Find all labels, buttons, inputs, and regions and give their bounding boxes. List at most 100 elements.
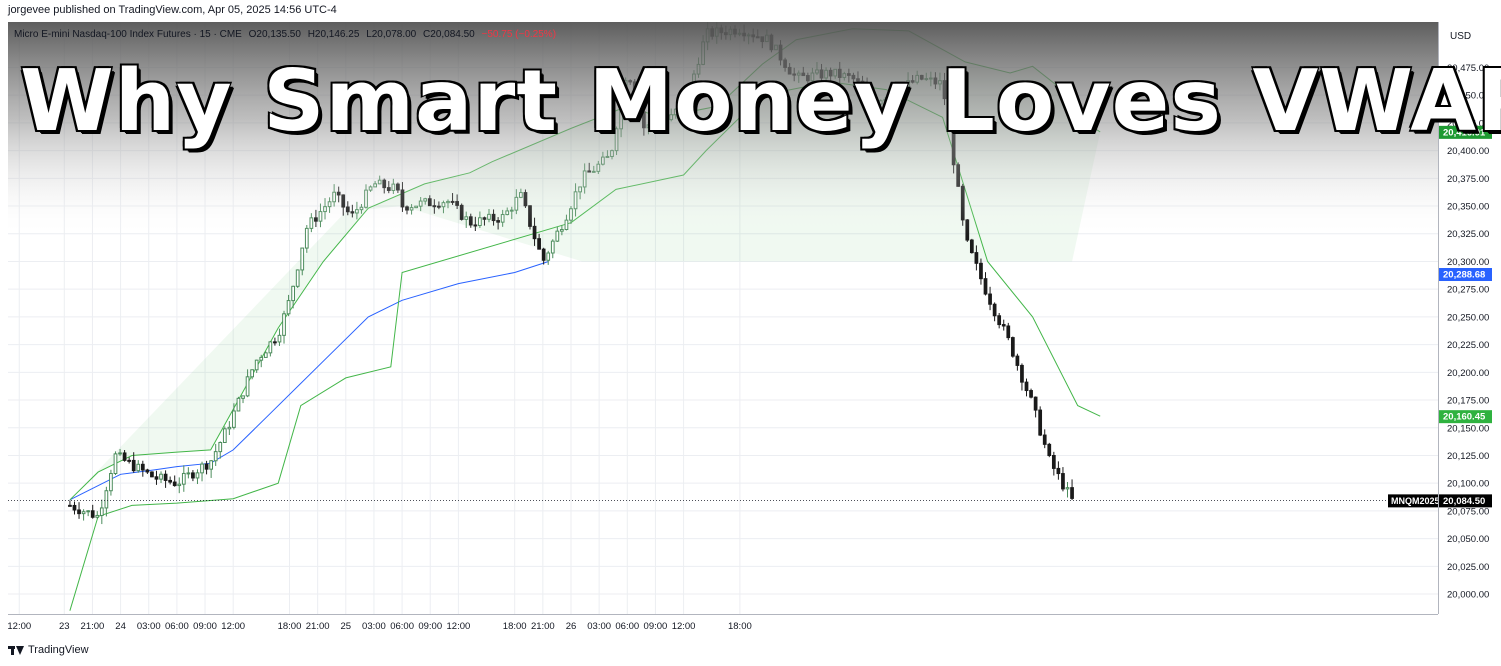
candle-body[interactable]	[90, 510, 95, 518]
candle-body[interactable]	[263, 352, 268, 358]
candle-body[interactable]	[546, 252, 551, 261]
candle-body[interactable]	[109, 473, 113, 492]
candle-body[interactable]	[1065, 487, 1070, 490]
candle-body[interactable]	[150, 471, 154, 478]
candle-body[interactable]	[145, 469, 150, 473]
time-axis[interactable]: 12:00 23 21:00 24 03:00 06:00 09:00 12:00 18:00 2…	[8, 615, 1438, 635]
candle-body[interactable]	[209, 460, 214, 470]
candle-body[interactable]	[537, 238, 541, 250]
chart-plot-area[interactable]: MNQM2025	[8, 21, 1440, 614]
candle-body[interactable]	[282, 313, 286, 336]
candle-body[interactable]	[72, 504, 77, 511]
price-chart[interactable]: MNQM2025	[8, 21, 1440, 614]
candle-body[interactable]	[232, 410, 236, 428]
candle-body[interactable]	[241, 395, 245, 399]
candle-body[interactable]	[295, 269, 300, 287]
x-tick-label: 06:00	[615, 621, 639, 632]
candle-body[interactable]	[181, 472, 186, 485]
candle-body[interactable]	[1070, 487, 1074, 499]
candle-body[interactable]	[154, 476, 159, 480]
candle-body[interactable]	[979, 262, 983, 280]
candle-body[interactable]	[1020, 364, 1024, 383]
price-axis[interactable]: 20,000.00 20,025.00 20,050.00 20,075.00 20,1…	[1439, 22, 1501, 614]
candle-body[interactable]	[1010, 337, 1015, 357]
y-tick-label: 20,425.00	[1447, 118, 1489, 129]
x-tick-label: 09:00	[418, 621, 442, 632]
candle-body[interactable]	[81, 511, 86, 515]
upper-band-price-tag	[1439, 125, 1492, 139]
candle-body[interactable]	[95, 514, 100, 518]
time-axis-line	[8, 614, 1438, 615]
x-tick-label: 18:00	[278, 621, 302, 632]
candle-body[interactable]	[1029, 390, 1033, 398]
candle-body[interactable]	[974, 252, 979, 264]
candle-body[interactable]	[969, 239, 974, 254]
candle-body[interactable]	[300, 247, 305, 271]
candle-body[interactable]	[1047, 443, 1052, 457]
candle-body[interactable]	[1001, 324, 1006, 327]
candle-body[interactable]	[1051, 455, 1056, 469]
candle-body[interactable]	[250, 369, 255, 378]
candle-body[interactable]	[254, 359, 259, 371]
candle-body[interactable]	[268, 341, 273, 354]
candle-body[interactable]	[1038, 409, 1043, 436]
candle-body[interactable]	[218, 442, 223, 453]
candle-body[interactable]	[163, 473, 168, 481]
candle-body[interactable]	[997, 315, 1002, 326]
candle-body[interactable]	[291, 285, 295, 302]
candle-body[interactable]	[277, 334, 282, 343]
upper-band-price-tag-text: 20,416.91	[1443, 127, 1486, 138]
candle-body[interactable]	[127, 459, 132, 462]
candle-body[interactable]	[68, 504, 72, 507]
candle-body[interactable]	[273, 341, 277, 344]
candle-body[interactable]	[992, 303, 997, 317]
candle-body[interactable]	[988, 293, 992, 305]
y-tick-label: 20,375.00	[1447, 174, 1489, 185]
vwap-price-tag	[1439, 268, 1492, 282]
candle-body[interactable]	[541, 248, 546, 261]
candle-body[interactable]	[140, 463, 145, 471]
candle-body[interactable]	[236, 397, 241, 412]
candle-body[interactable]	[1061, 473, 1065, 490]
candle-body[interactable]	[1056, 467, 1061, 475]
candle-body[interactable]	[286, 300, 291, 315]
candle-body[interactable]	[172, 481, 177, 487]
y-tick-label: 20,125.00	[1447, 451, 1489, 462]
candle-body[interactable]	[86, 510, 91, 513]
candle-body[interactable]	[1006, 325, 1011, 339]
candle-body[interactable]	[222, 428, 227, 444]
candle-body[interactable]	[136, 463, 141, 472]
candle-body[interactable]	[99, 507, 104, 516]
candle-body[interactable]	[259, 356, 264, 361]
candle-body[interactable]	[113, 453, 118, 475]
candle-body[interactable]	[77, 509, 81, 515]
x-tick-label: 23	[59, 621, 70, 632]
candle-body[interactable]	[159, 473, 163, 480]
candle-body[interactable]	[168, 479, 173, 483]
candle-body[interactable]	[200, 463, 204, 474]
candle-body[interactable]	[195, 472, 200, 479]
instrument-name: Micro E-mini Nasdaq-100 Index Futures · …	[14, 29, 242, 40]
candle-body[interactable]	[104, 490, 109, 509]
candle-body[interactable]	[213, 451, 218, 462]
currency-label[interactable]: USD	[1450, 31, 1472, 42]
candle-body[interactable]	[1042, 434, 1047, 445]
candle-body[interactable]	[1024, 381, 1029, 392]
candle-body[interactable]	[177, 483, 182, 487]
candle-body[interactable]	[1033, 396, 1038, 411]
y-tick-label: 20,300.00	[1447, 257, 1489, 268]
x-tick-label: 03:00	[587, 621, 611, 632]
candle-body[interactable]	[191, 472, 195, 479]
candle-body[interactable]	[122, 452, 127, 461]
candle-body[interactable]	[550, 240, 555, 254]
candle-body[interactable]	[118, 452, 122, 455]
candle-body[interactable]	[131, 459, 136, 472]
candle-body[interactable]	[227, 426, 232, 430]
change-value: −50.75 (−0.25%)	[481, 29, 557, 40]
vwap-line[interactable]	[69, 261, 549, 501]
candle-body[interactable]	[245, 376, 250, 397]
candle-body[interactable]	[983, 278, 988, 295]
candle-body[interactable]	[204, 463, 209, 470]
candle-body[interactable]	[186, 472, 191, 475]
candle-body[interactable]	[1015, 355, 1020, 366]
